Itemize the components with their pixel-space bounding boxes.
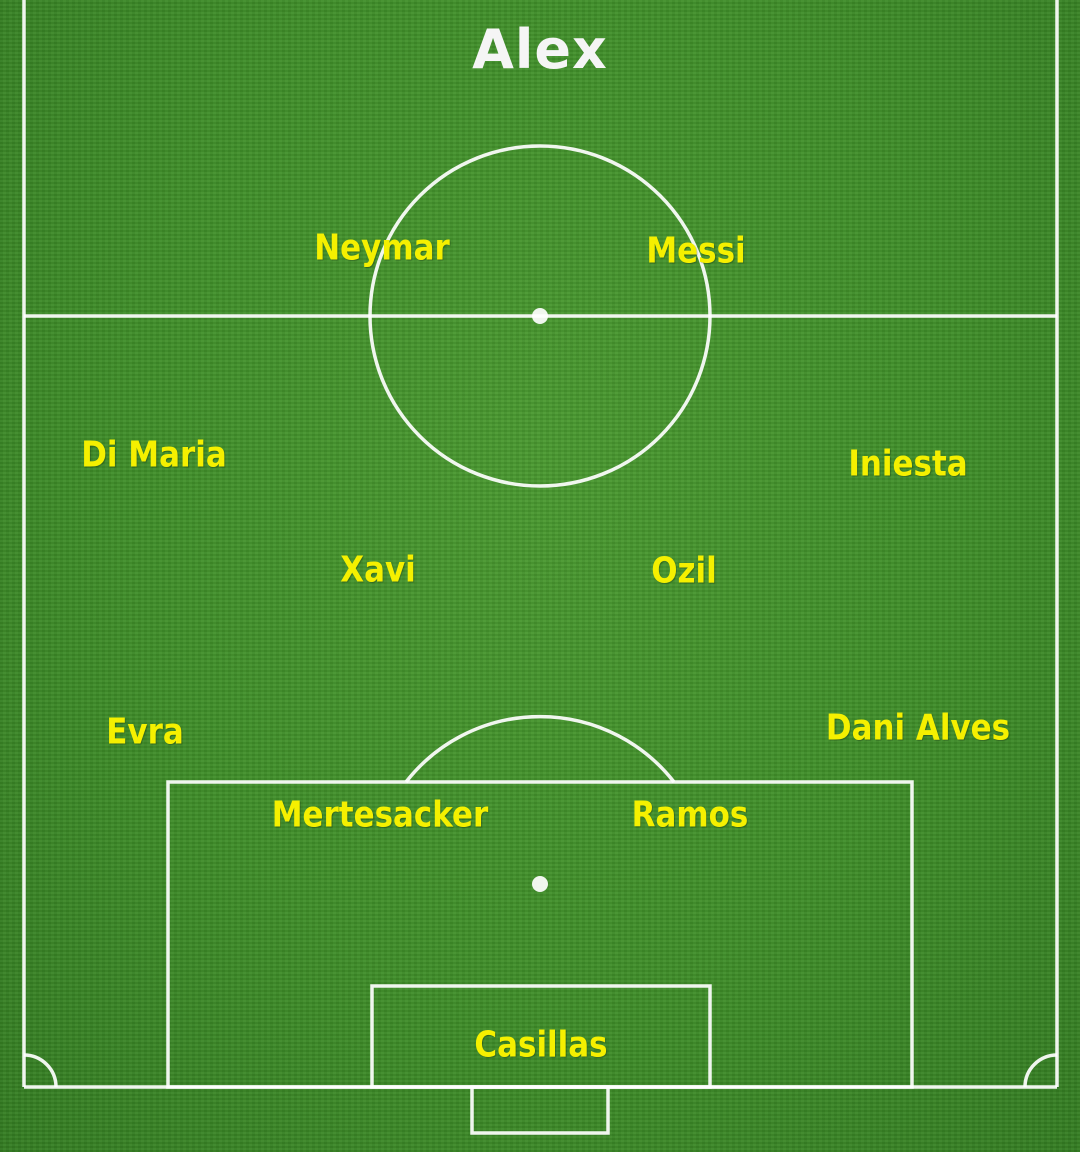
player-ramos: Ramos [631, 794, 749, 836]
player-messi: Messi [646, 230, 746, 272]
player-casillas: Casillas [474, 1024, 608, 1066]
penalty-arc [404, 714, 676, 784]
corner-arc-right [1023, 1053, 1058, 1088]
goal [470, 1085, 610, 1135]
team-title: Alex [472, 18, 608, 81]
player-evra: Evra [106, 711, 184, 753]
player-iniesta: Iniesta [848, 443, 968, 485]
player-di-maria: Di Maria [81, 434, 227, 476]
player-mertesacker: Mertesacker [271, 794, 489, 836]
player-neymar: Neymar [314, 227, 450, 269]
center-circle [368, 144, 712, 488]
player-ozil: Ozil [651, 550, 717, 592]
player-xavi: Xavi [340, 549, 416, 591]
corner-arc-left [23, 1053, 58, 1088]
player-dani-alves: Dani Alves [825, 707, 1011, 749]
center-spot [532, 308, 548, 324]
penalty-spot [532, 876, 548, 892]
